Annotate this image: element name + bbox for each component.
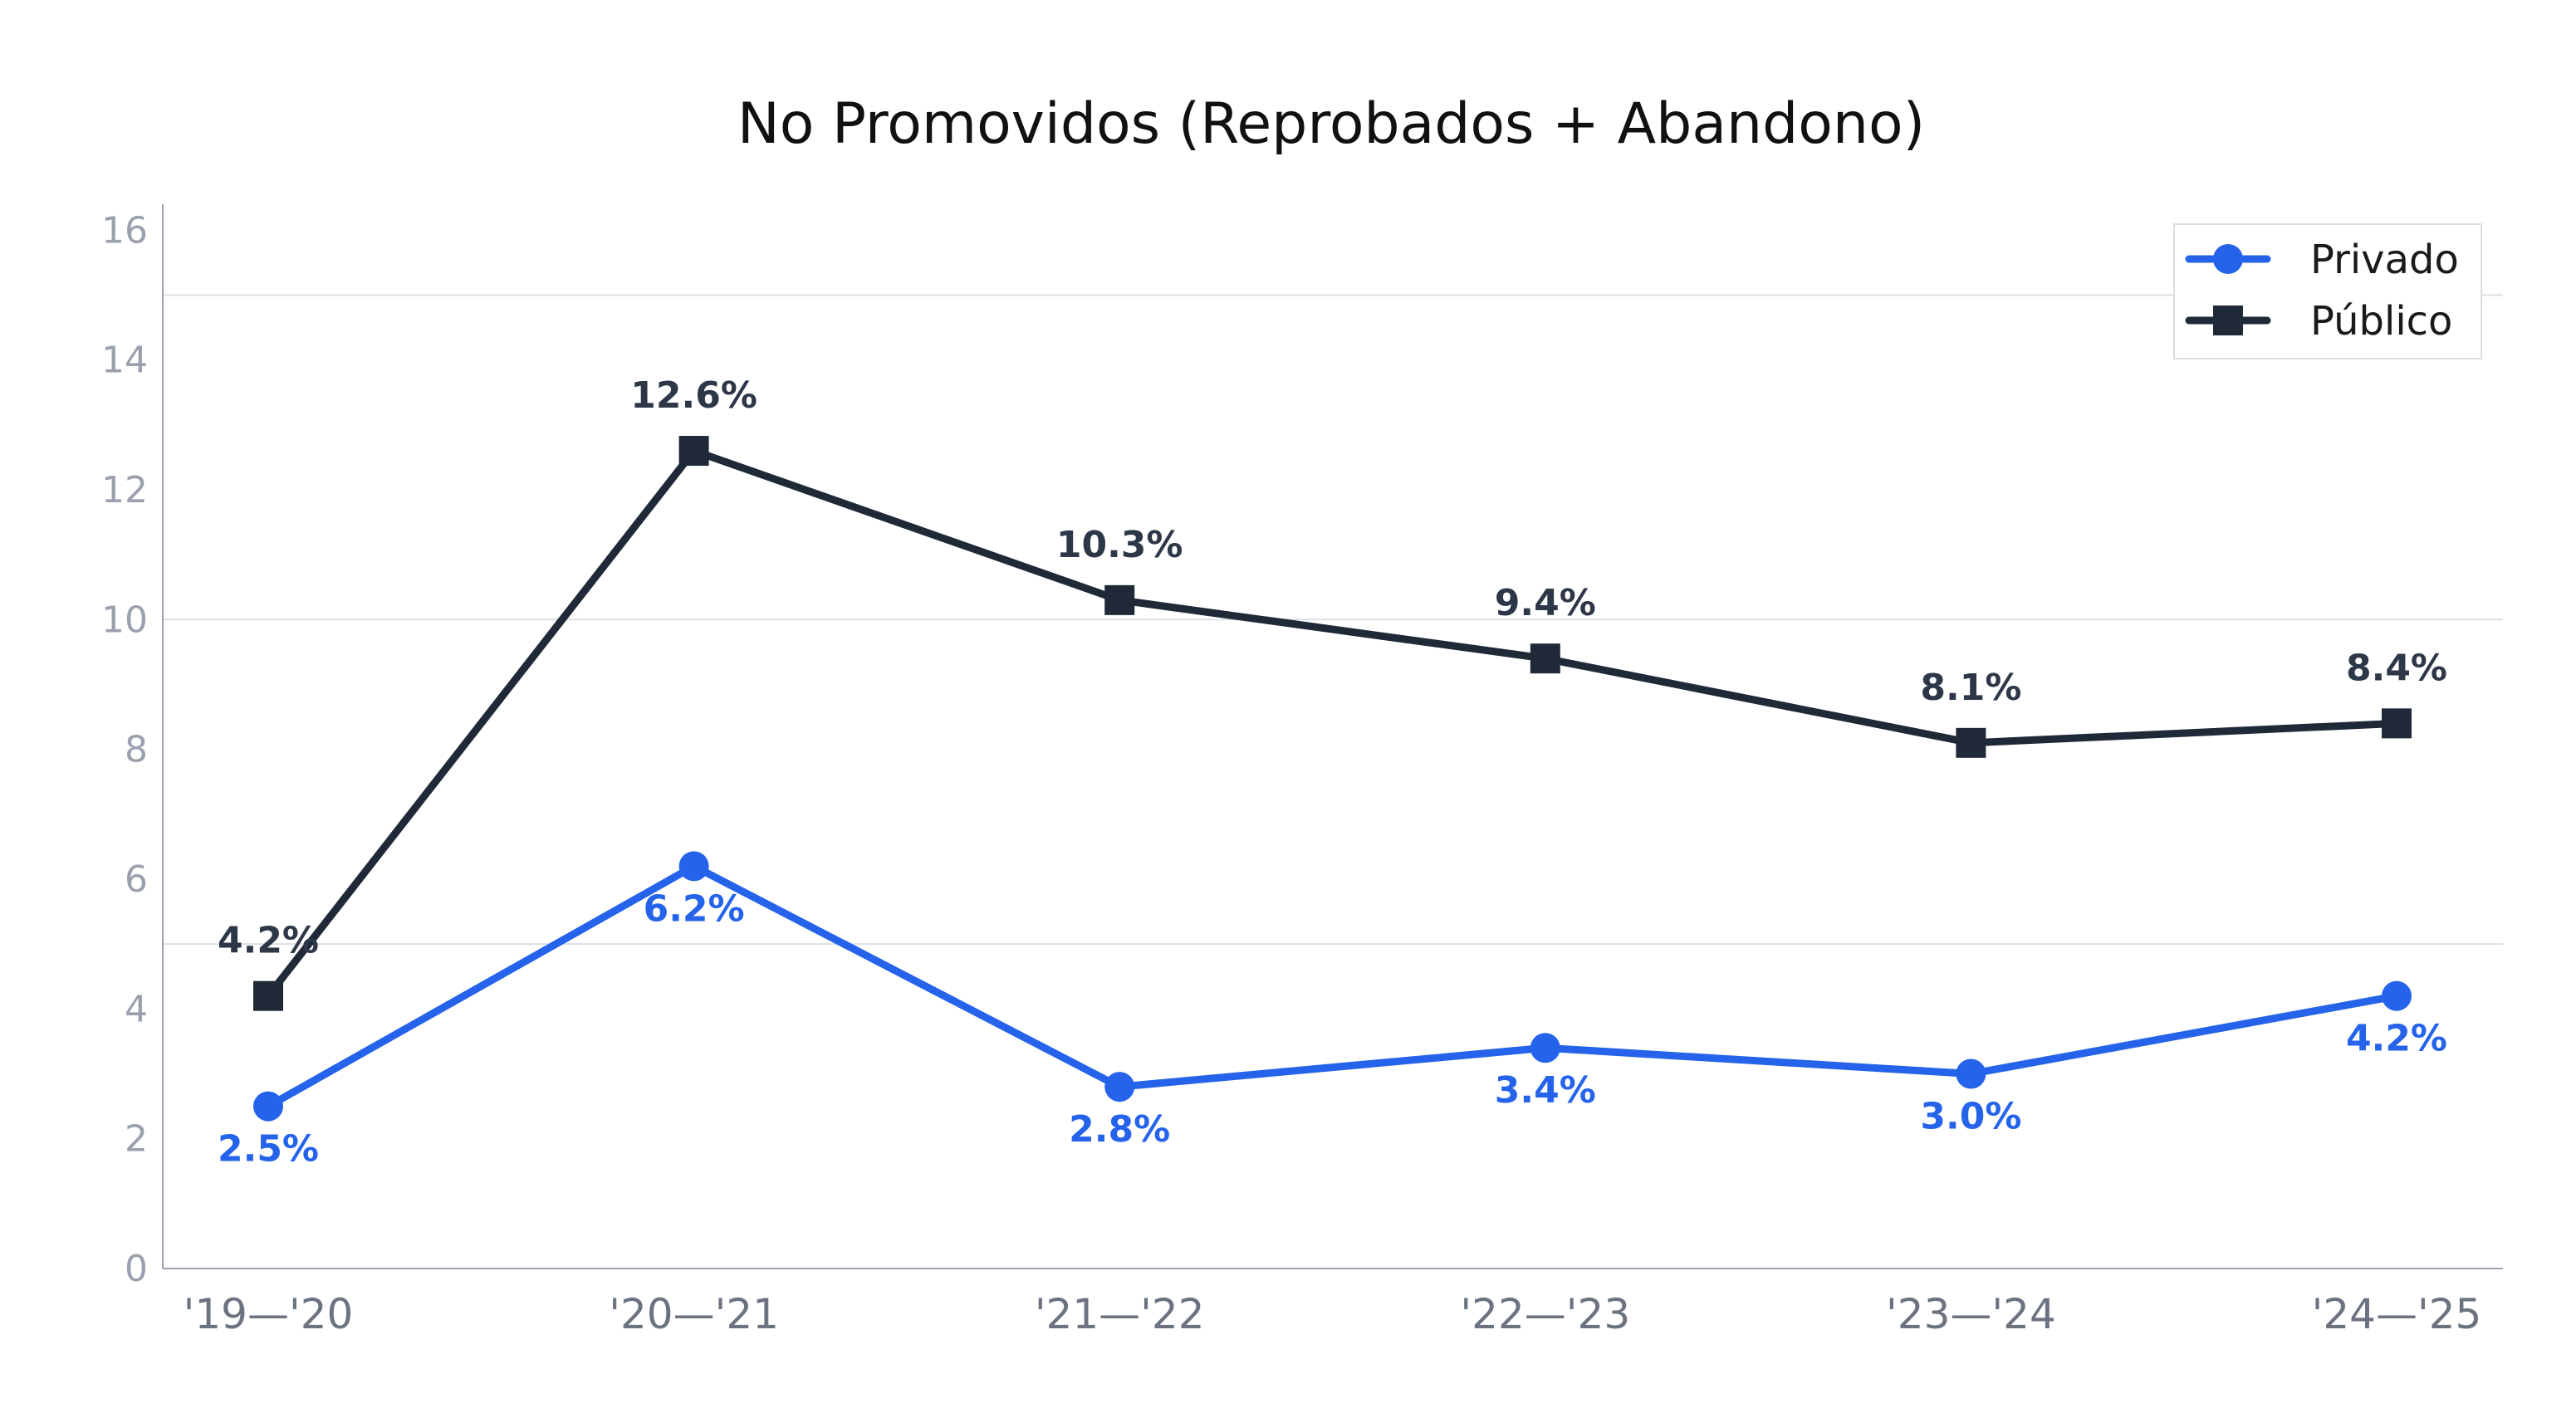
x-tick-label: '24—'25: [2312, 1290, 2482, 1338]
data-point-marker: [1104, 1072, 1135, 1102]
legend-label-privado: Privado: [2310, 237, 2459, 283]
y-tick-label: 6: [125, 858, 148, 901]
data-label: 4.2%: [2346, 1018, 2447, 1060]
x-tick-label: '20—'21: [609, 1290, 779, 1338]
data-label: 6.2%: [644, 887, 745, 930]
y-tick-label: 14: [101, 340, 148, 382]
data-label: 10.3%: [1056, 524, 1183, 566]
data-point-marker: [1956, 727, 1986, 758]
legend: Privado Público: [2173, 223, 2482, 359]
data-point-marker: [253, 980, 283, 1011]
series-line-público: [264, 447, 2401, 1000]
y-axis-ticks: 0 2 4 6 8 10 12 14 16: [101, 209, 148, 1290]
series: [253, 436, 2412, 1122]
data-point-marker: [1530, 1033, 1560, 1063]
x-axis-ticks: '19—'20 '20—'21 '21—'22 '22—'23 '23—'24 '24—'…: [184, 1290, 2482, 1338]
series-line-privado: [264, 862, 2401, 1111]
y-tick-label: 0: [125, 1248, 148, 1290]
x-tick-label: '19—'20: [184, 1290, 354, 1338]
data-label: 12.6%: [630, 374, 757, 417]
y-tick-label: 16: [101, 209, 148, 252]
y-tick-label: 12: [101, 469, 148, 511]
data-point-marker: [2382, 708, 2412, 739]
data-point-marker: [678, 851, 709, 882]
data-label: 4.2%: [218, 920, 319, 962]
x-tick-label: '22—'23: [1460, 1290, 1630, 1338]
y-tick-label: 4: [125, 988, 148, 1030]
data-point-marker: [253, 1091, 283, 1122]
chart-title: No Promovidos (Reprobados + Abandono): [737, 91, 1925, 157]
data-point-marker: [1956, 1058, 1986, 1089]
data-labels: 4.2% 12.6% 10.3% 9.4% 8.1% 8.4% 2.5% 6.2% 2.8% 3.…: [218, 374, 2447, 1171]
data-label: 9.4%: [1495, 582, 1596, 624]
x-tick-label: '21—'22: [1035, 1290, 1205, 1338]
y-tick-label: 2: [125, 1118, 148, 1161]
legend-marker-público: [2213, 306, 2243, 335]
legend-marker-privado: [2213, 244, 2243, 274]
data-label: 8.4%: [2346, 647, 2447, 689]
y-tick-label: 10: [101, 599, 148, 641]
data-label: 2.5%: [218, 1128, 319, 1171]
data-label: 8.1%: [1920, 667, 2021, 709]
data-label: 3.4%: [1495, 1069, 1596, 1112]
axes: [162, 204, 2503, 1269]
data-point-marker: [1530, 643, 1560, 674]
data-point-marker: [2382, 980, 2412, 1011]
legend-label-público: Público: [2310, 298, 2452, 345]
data-label: 3.0%: [1920, 1095, 2021, 1137]
data-point-marker: [678, 436, 709, 467]
y-tick-label: 8: [125, 729, 148, 771]
data-point-marker: [1104, 584, 1135, 615]
x-tick-label: '23—'24: [1886, 1290, 2056, 1338]
data-label: 2.8%: [1069, 1108, 1170, 1151]
